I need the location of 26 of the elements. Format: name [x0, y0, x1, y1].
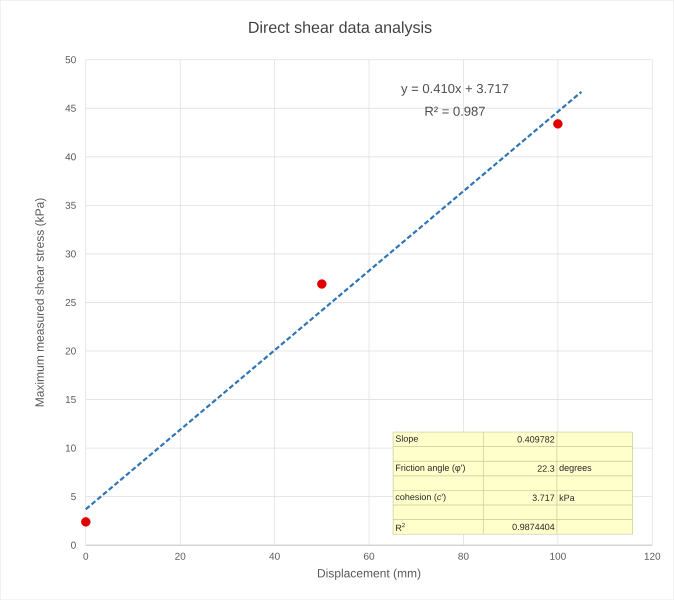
point [553, 119, 563, 129]
y-tick-label: 10 [66, 444, 76, 452]
x-tick-label: 0 [83, 552, 88, 560]
x-tick-label: 40 [269, 552, 280, 560]
annotation: R² = 0.987 [425, 106, 485, 116]
y-tick-label: 15 [66, 396, 76, 404]
chart-title: Direct shear data analysis [249, 21, 432, 36]
y-tick-label: 0 [71, 542, 76, 549]
annotation: y = 0.410x + 3.717 [401, 84, 508, 96]
x-tick-label: 60 [364, 552, 374, 560]
x-tick-label: 100 [550, 552, 566, 560]
y-tick-label: 40 [65, 153, 76, 160]
x-tick-label: 120 [644, 552, 660, 560]
x-tick-label: 80 [458, 552, 469, 560]
y-tick-label: 30 [65, 250, 76, 258]
y-tick-label: 20 [66, 347, 76, 355]
y-tick-label: 45 [65, 104, 76, 112]
point [317, 279, 327, 289]
y-tick-label: 35 [65, 202, 76, 209]
y-tick-label: 5 [71, 493, 76, 500]
point [81, 517, 90, 527]
x-axis-title: Displacement (mm) [318, 568, 420, 580]
x-tick-label: 20 [175, 552, 186, 560]
y-axis-title: Maximum measured shear stress (kPa) [35, 198, 46, 406]
y-tick-label: 50 [66, 56, 76, 64]
y-tick-label: 25 [66, 298, 76, 306]
